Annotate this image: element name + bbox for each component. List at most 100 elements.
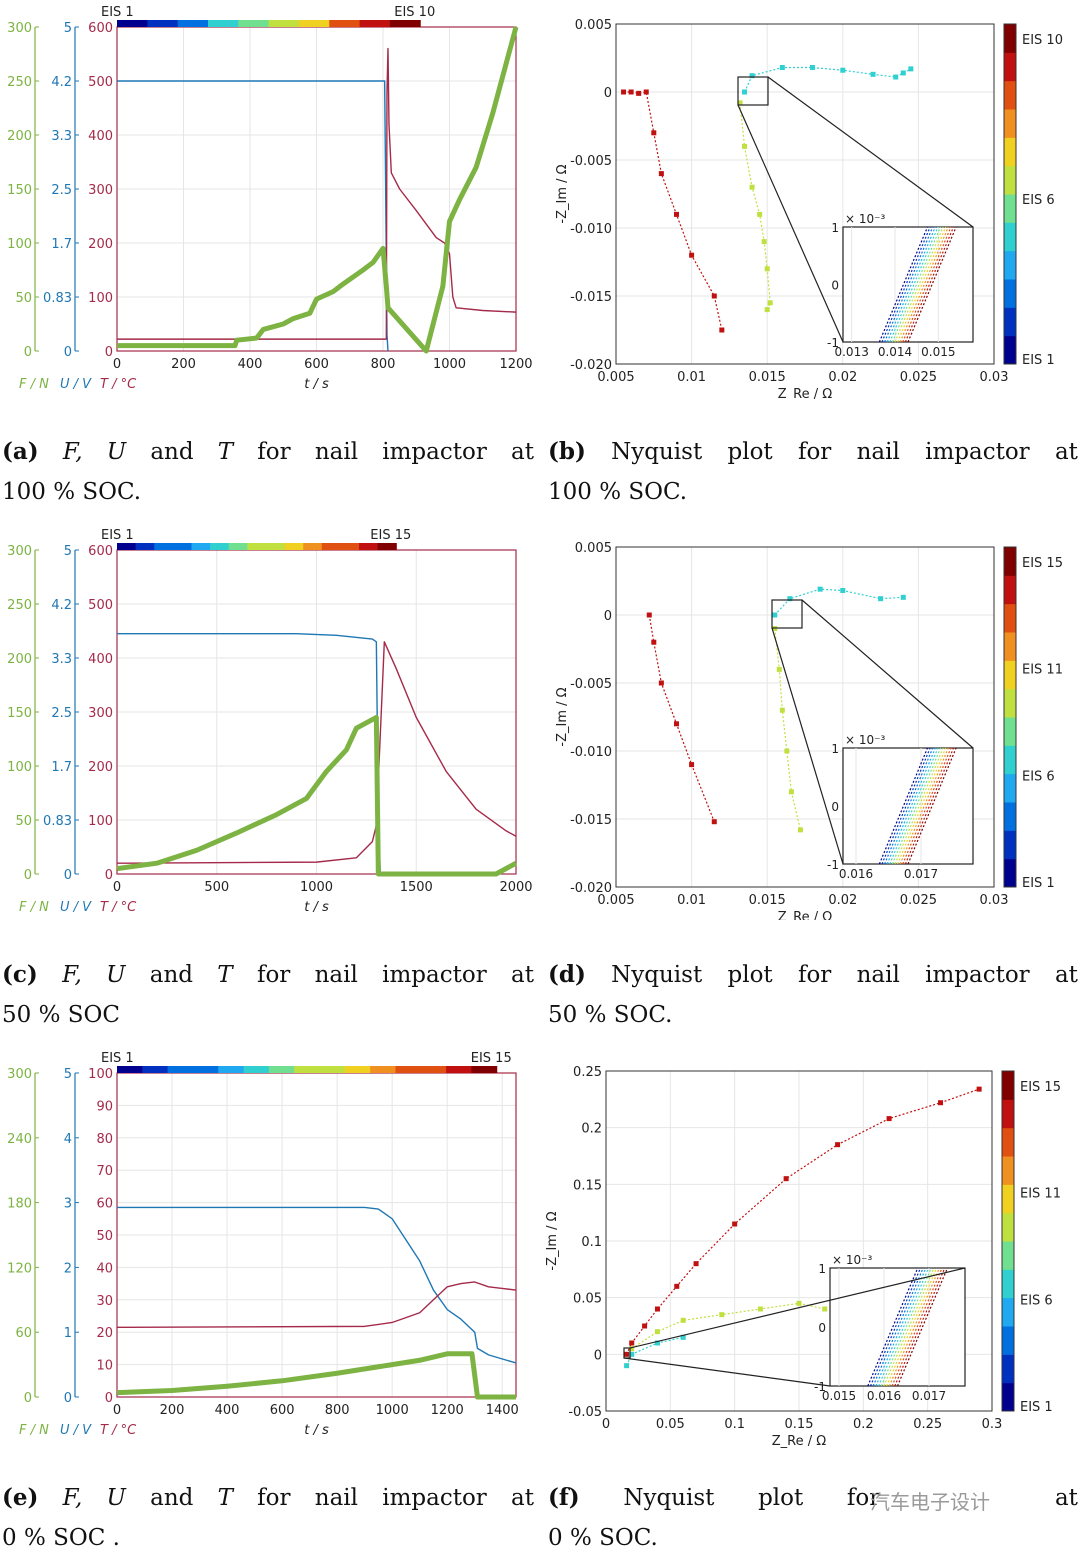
- series-point: [711, 293, 717, 299]
- plot-frame: [615, 546, 995, 888]
- temp-tick-label: 300: [88, 183, 113, 198]
- inset-series-line: [902, 747, 952, 865]
- colorbar-segment: [1002, 1099, 1014, 1129]
- x-tick-label: 0.015: [749, 370, 786, 385]
- y-tick-label: -0.05: [568, 1405, 602, 1420]
- colorbar-label: EIS 11: [1022, 663, 1063, 678]
- colorbar-segment: [1004, 575, 1016, 605]
- force-tick-label: 150: [7, 706, 32, 721]
- force-tick-label: 250: [7, 598, 32, 613]
- force-tick-label: 250: [7, 75, 32, 90]
- zoom-connector: [629, 1267, 966, 1349]
- watermark-text: 汽车电子设计: [870, 1490, 990, 1514]
- caption-b-w3: nail: [856, 439, 900, 465]
- x-axis-label: t / s: [304, 377, 329, 392]
- y-tick-label: 0.005: [575, 541, 612, 556]
- caption-c-w3: T: [217, 962, 233, 988]
- caption-a-tag: (a): [2, 438, 39, 465]
- voltage-tick-label: 1.7: [51, 237, 72, 252]
- colorbar-segment: [1002, 1127, 1014, 1157]
- colorbar-frame: [1003, 546, 1017, 888]
- caption-a-line2: 100 % SOC.: [2, 479, 142, 505]
- series-point: [719, 1312, 725, 1318]
- caption-a-w2: and: [150, 439, 194, 465]
- series-voltage: [117, 80, 389, 352]
- force-tick-label: 300: [7, 544, 32, 559]
- inset-multiplier: × 10⁻³: [845, 733, 885, 747]
- x-axis-label: t / s: [304, 900, 329, 915]
- colorbar-label: EIS 10: [1022, 33, 1063, 48]
- caption-d-w5: at: [1054, 962, 1078, 988]
- force-tick-label: 100: [7, 760, 32, 775]
- series-point: [797, 827, 803, 833]
- eis-bar-segment: [329, 20, 361, 27]
- x-tick-label: 1400: [486, 1403, 519, 1418]
- eis-bar-segment: [142, 1066, 169, 1073]
- y-tick-label: -0.005: [570, 154, 612, 169]
- inset-series-line: [897, 747, 947, 865]
- series-point: [761, 239, 767, 245]
- x-tick-label: 1200: [431, 1403, 464, 1418]
- inset-series-line: [878, 1267, 930, 1387]
- series-point: [938, 1100, 944, 1106]
- caption-f-w6: at: [1054, 1485, 1078, 1511]
- inset-series-line: [878, 226, 929, 343]
- eis-bar-segment: [446, 1066, 472, 1073]
- zoom-connector: [737, 104, 844, 343]
- series-point: [680, 1317, 686, 1323]
- colorbar-segment: [1004, 660, 1016, 690]
- temp-tick-label: 500: [88, 598, 113, 613]
- temp-tick-label: 100: [88, 814, 113, 829]
- force-axis-label: F / N: [19, 900, 49, 915]
- series-point: [749, 73, 755, 79]
- x-tick-label: 0.25: [913, 1417, 942, 1432]
- series-point: [810, 65, 816, 71]
- eis-bar-segment: [344, 1066, 371, 1073]
- inset-series-line: [884, 226, 934, 343]
- temp-tick-label: 40: [96, 1261, 113, 1276]
- colorbar-label: EIS 11: [1020, 1187, 1061, 1202]
- temp-tick-label: 0: [105, 1391, 113, 1406]
- x-tick-label: 0: [602, 1417, 610, 1432]
- caption-e-w1: U: [106, 1485, 126, 1511]
- temp-tick-label: 200: [88, 237, 113, 252]
- series-point: [680, 1334, 686, 1340]
- inset-x-tick-label: 0.016: [839, 867, 873, 881]
- inset-series-line: [904, 747, 955, 865]
- temp-tick-label: 0: [105, 345, 113, 360]
- series-line: [626, 1336, 684, 1366]
- series-point: [840, 67, 846, 73]
- series-point: [976, 1086, 982, 1092]
- series-point: [788, 789, 794, 795]
- caption-e-w6: impactor: [382, 1485, 487, 1511]
- series-point: [878, 596, 884, 602]
- inset-series-line: [899, 747, 949, 865]
- series-point: [796, 1300, 802, 1306]
- force-tick-label: 200: [7, 129, 32, 144]
- series-point: [908, 66, 914, 72]
- caption-d-w2: for: [797, 962, 832, 988]
- inset-series-line: [886, 747, 936, 865]
- colorbar-label: EIS 6: [1020, 1293, 1053, 1308]
- x-tick-label: 0.3: [982, 1417, 1003, 1432]
- caption-a-w7: at: [511, 439, 534, 465]
- inset-series-line: [888, 1267, 940, 1387]
- caption-c-w6: impactor: [382, 962, 487, 988]
- series-line: [739, 102, 771, 310]
- temp-tick-label: 20: [96, 1326, 113, 1341]
- eis-bar-segment: [340, 543, 360, 550]
- series-point: [654, 1340, 660, 1346]
- x-tick-label: 0: [113, 357, 121, 372]
- series-point: [779, 65, 785, 71]
- caption-e-line2: 0 % SOC .: [2, 1525, 120, 1551]
- colorbar-segment: [1004, 335, 1016, 365]
- series-point: [840, 588, 846, 594]
- y-tick-label: -0.005: [570, 677, 612, 692]
- x-tick-label: 1000: [300, 880, 333, 895]
- colorbar-segment: [1004, 109, 1016, 138]
- x-tick-label: 0.15: [785, 1417, 814, 1432]
- force-tick-label: 0: [24, 345, 32, 360]
- chart-a-ftu-100soc: 0 200 400 600 800 1000 12000100200300400500600…: [7, 5, 532, 392]
- series-force: [116, 1351, 516, 1400]
- y-tick-label: -0.015: [570, 813, 612, 828]
